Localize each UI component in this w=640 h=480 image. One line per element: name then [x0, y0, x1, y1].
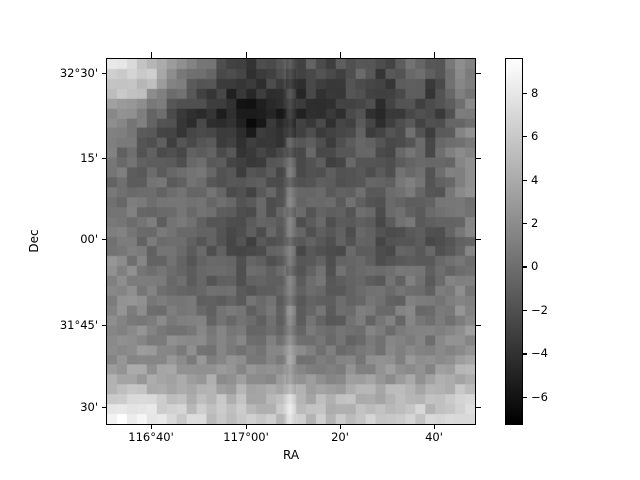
y-tick-mark-right-4 — [476, 407, 481, 409]
y-tick-mark-3 — [102, 325, 106, 327]
x-tick-label-0: 116°40' — [128, 430, 174, 444]
y-tick-mark-right-2 — [476, 239, 481, 241]
x-tick-mark-1 — [246, 425, 248, 429]
x-tick-label-2: 20' — [331, 430, 349, 444]
colorbar-tick-mark-4 — [523, 266, 527, 268]
y-tick-mark-right-1 — [476, 158, 481, 160]
colorbar-tick-label-5: −2 — [531, 302, 548, 317]
y-tick-label-1: 15' — [80, 151, 98, 165]
x-tick-label-1: 117°00' — [223, 430, 269, 444]
colorbar-tick-label-0: 8 — [531, 85, 539, 100]
colorbar[interactable] — [505, 58, 523, 425]
y-tick-mark-right-0 — [476, 73, 481, 75]
colorbar-tick-mark-1 — [523, 136, 527, 138]
colorbar-tick-label-4: 0 — [531, 259, 539, 274]
colorbar-tick-mark-5 — [523, 309, 527, 312]
y-tick-label-3: 31°45' — [59, 318, 98, 332]
y-tick-mark-right-3 — [476, 325, 481, 327]
colorbar-tick-mark-0 — [523, 92, 527, 94]
sky-map-axes[interactable] — [106, 58, 476, 425]
colorbar-tick-label-2: 4 — [531, 172, 539, 187]
colorbar-tick-mark-2 — [523, 179, 527, 181]
colorbar-tick-label-1: 6 — [531, 129, 539, 144]
x-tick-label-3: 40' — [425, 430, 443, 444]
x-tick-mark-0 — [151, 425, 153, 429]
sky-image — [107, 59, 475, 424]
y-tick-mark-4 — [102, 407, 106, 409]
colorbar-tick-mark-7 — [523, 396, 527, 398]
x-tick-mark-top-0 — [151, 52, 153, 58]
y-tick-mark-2 — [102, 239, 106, 241]
x-axis-title: RA — [282, 448, 300, 462]
colorbar-tick-label-3: 2 — [531, 216, 539, 231]
x-tick-mark-top-2 — [340, 52, 342, 58]
y-tick-label-2: 00' — [80, 232, 98, 246]
x-tick-mark-top-3 — [434, 52, 436, 58]
y-tick-mark-1 — [102, 158, 106, 160]
x-tick-mark-2 — [340, 425, 342, 429]
y-tick-mark-0 — [102, 73, 106, 75]
y-axis-title: Dec — [27, 229, 41, 253]
colorbar-tick-mark-6 — [523, 353, 527, 355]
x-tick-mark-3 — [434, 425, 436, 429]
y-tick-label-4: 30' — [80, 400, 98, 414]
y-tick-label-0: 32°30' — [59, 66, 98, 80]
colorbar-tick-label-6: −4 — [531, 346, 548, 361]
colorbar-tick-label-7: −6 — [531, 389, 548, 404]
colorbar-tick-mark-3 — [523, 223, 527, 225]
x-tick-mark-top-1 — [246, 52, 248, 58]
